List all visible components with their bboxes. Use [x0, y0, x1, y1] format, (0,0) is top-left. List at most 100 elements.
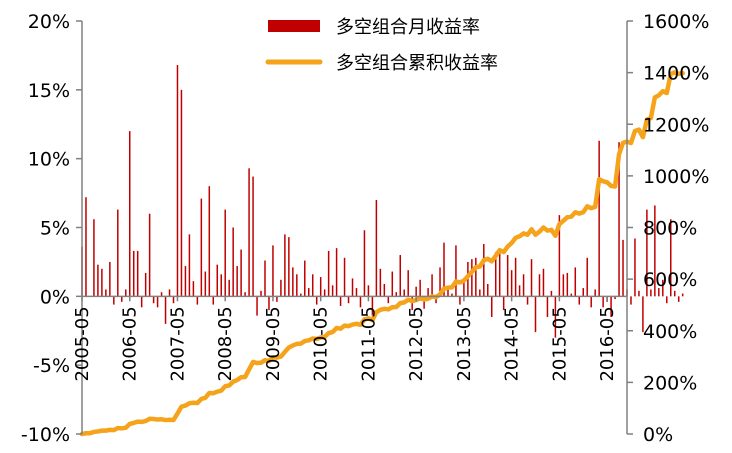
monthly-return-bar [184, 266, 187, 297]
monthly-return-bar [483, 244, 485, 297]
monthly-return-bar [614, 296, 616, 300]
right-tick-label: 0% [643, 424, 673, 446]
monthly-return-bar [125, 289, 127, 297]
x-tick-label: 2016-05 [597, 306, 618, 381]
monthly-return-bar [315, 296, 318, 305]
monthly-return-bar [180, 89, 183, 297]
monthly-return-bar [451, 293, 453, 297]
monthly-return-bar [566, 272, 569, 297]
x-tick-label: 2005-05 [72, 306, 93, 381]
monthly-return-bar [97, 264, 99, 297]
monthly-return-bar [618, 142, 620, 297]
monthly-return-bar [188, 234, 191, 297]
monthly-return-bar [494, 252, 497, 297]
monthly-return-bar [681, 293, 684, 297]
legend-bar-label: 多空组合月收益率 [336, 17, 480, 38]
monthly-return-bar [630, 296, 632, 305]
monthly-return-bar [280, 279, 282, 297]
monthly-return-bar [363, 230, 366, 297]
monthly-return-bar [156, 296, 159, 308]
monthly-return-bar [419, 279, 421, 297]
right-tick-label: 200% [643, 372, 697, 394]
monthly-return-bar [319, 277, 322, 297]
monthly-return-bar [622, 239, 624, 297]
left-tick-label: 15% [28, 80, 70, 102]
monthly-return-bar [658, 288, 660, 297]
axes [76, 20, 633, 435]
monthly-return-bar [407, 270, 409, 297]
monthly-return-bar [288, 237, 290, 297]
monthly-return-bar [677, 296, 680, 302]
monthly-return-bar [455, 245, 457, 297]
monthly-return-bar [510, 270, 513, 297]
x-tick-label: 2009-05 [263, 306, 284, 381]
monthly-return-bar [646, 209, 648, 297]
monthly-return-bar [93, 219, 95, 297]
monthly-return-bar [236, 266, 238, 297]
monthly-return-bar [144, 272, 147, 297]
monthly-return-bar [650, 289, 652, 297]
monthly-return-bar [117, 209, 119, 297]
monthly-return-bar [574, 267, 577, 297]
monthly-return-bar [610, 296, 612, 317]
left-tick-label: -10% [21, 424, 70, 446]
monthly-return-bar [296, 274, 298, 297]
monthly-return-bar [256, 296, 258, 316]
left-axis-tick-labels: 20% 15% 10% 5% 0% -5% -10% [21, 11, 70, 446]
monthly-return-bar [232, 227, 234, 297]
x-tick-label: 2011-05 [358, 306, 379, 381]
monthly-return-bar [526, 296, 529, 305]
monthly-return-bar [228, 279, 230, 297]
x-tick-label: 2010-05 [311, 306, 332, 381]
legend-bar-swatch [268, 20, 320, 32]
monthly-return-bar [204, 271, 207, 297]
monthly-return-bar [487, 283, 489, 297]
monthly-return-bar [132, 250, 135, 297]
monthly-return-bar [359, 296, 362, 308]
monthly-return-bar [578, 296, 581, 305]
monthly-return-bar [323, 289, 326, 297]
right-tick-label: 800% [643, 218, 697, 240]
monthly-return-bar [395, 292, 398, 297]
monthly-return-bar [471, 259, 473, 297]
monthly-return-bar [558, 215, 561, 297]
monthly-return-bar [654, 205, 656, 297]
monthly-return-bar [514, 257, 517, 297]
left-tick-label: 20% [28, 11, 70, 33]
monthly-return-bar [260, 290, 262, 297]
monthly-return-bar [387, 296, 390, 304]
monthly-return-bar [292, 267, 294, 297]
monthly-return-bar [502, 296, 505, 311]
monthly-return-bar [447, 288, 449, 297]
monthly-return-bar [542, 268, 545, 297]
monthly-return-bar [272, 245, 274, 297]
right-tick-label: 400% [643, 321, 697, 343]
right-tick-label: 1200% [643, 114, 709, 136]
legend-line-label: 多空组合累积收益率 [336, 53, 498, 74]
monthly-return-bar [113, 296, 115, 305]
monthly-return-bar [252, 176, 254, 297]
x-tick-label: 2008-05 [215, 306, 236, 381]
monthly-return-bar [399, 255, 401, 297]
monthly-return-bar [300, 293, 302, 297]
right-tick-label: 600% [643, 269, 697, 291]
monthly-return-bar [562, 274, 565, 297]
monthly-return-bar [148, 213, 151, 297]
monthly-return-bar [518, 285, 521, 297]
monthly-return-bar [85, 197, 87, 297]
monthly-return-bar [335, 248, 338, 297]
x-tick-label: 2013-05 [454, 306, 475, 381]
monthly-return-bar [371, 296, 374, 316]
monthly-return-bar [634, 238, 636, 297]
monthly-return-bar [264, 260, 266, 297]
left-tick-label: 10% [28, 149, 70, 171]
monthly-return-bar [490, 296, 493, 317]
monthly-return-bar [594, 289, 596, 297]
monthly-return-bar [276, 296, 278, 302]
monthly-return-bar [522, 274, 525, 297]
monthly-return-bar [582, 288, 584, 297]
monthly-return-bar [311, 274, 314, 297]
monthly-return-bar [463, 282, 465, 297]
x-tick-label: 2007-05 [167, 306, 188, 381]
